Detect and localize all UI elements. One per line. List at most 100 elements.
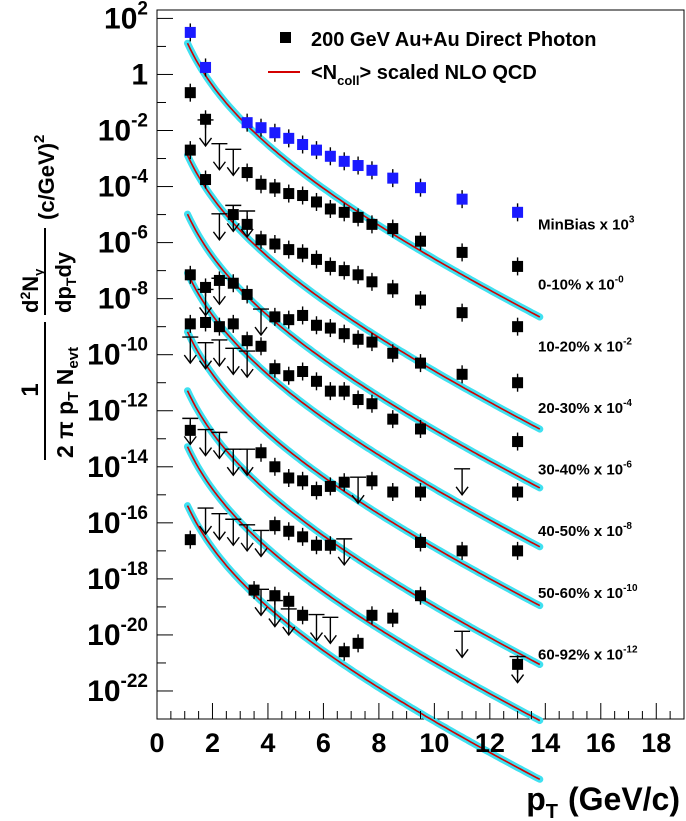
data-point-4-3 [227, 318, 239, 330]
nlo-curve-5 [186, 390, 541, 666]
data-point-1-11 [366, 218, 378, 230]
upper-limit-arrow-6-5 [336, 538, 353, 567]
data-point-7-0 [248, 584, 260, 596]
upper-limit-arrow-1-2 [225, 148, 242, 177]
data-point-6-4 [310, 539, 322, 551]
legend-label-nlo: <Ncoll> scaled NLO QCD [311, 62, 537, 88]
data-point-5-10 [415, 486, 426, 498]
data-point-0-13 [415, 182, 426, 194]
data-point-5-1 [255, 447, 267, 459]
data-point-4-5 [255, 340, 267, 352]
data-point-1-10 [352, 211, 364, 223]
nlo-bands [184, 39, 544, 783]
y-tick-label-8: 10-14 [87, 447, 148, 484]
data-point-2-3 [241, 218, 253, 230]
nlo-curve-6 [186, 446, 541, 722]
y-tick-label-12: 10-22 [87, 671, 148, 708]
data-point-0-9 [338, 155, 350, 167]
data-point-1-5 [283, 188, 295, 200]
data-point-4-4 [241, 335, 253, 347]
legend-marker-symbol [280, 32, 291, 43]
upper-limit-arrow-6-0 [197, 507, 214, 536]
x-tick-label-5: 10 [419, 728, 449, 758]
y-tick-label-2: 10-2 [98, 111, 148, 148]
data-point-6-5 [324, 539, 336, 551]
data-point-1-0 [184, 87, 196, 99]
data-point-4-0 [184, 318, 196, 330]
data-point-2-11 [352, 269, 364, 281]
series-label-6: 50-60% x 10-10 [538, 583, 638, 602]
data-point-1-13 [415, 235, 426, 247]
data-point-3-9 [324, 322, 336, 334]
data-point-3-11 [352, 333, 364, 345]
data-point-7-2 [283, 595, 295, 607]
upper-limit-arrow-6-2 [225, 518, 242, 547]
data-point-1-14 [456, 246, 468, 258]
data-point-2-7 [297, 247, 309, 259]
data-point-3-10 [338, 328, 350, 340]
data-point-0-12 [387, 172, 399, 184]
data-point-3-0 [184, 269, 196, 281]
data-point-0-4 [269, 127, 281, 139]
upper-limit-arrow-1-1 [211, 143, 228, 171]
ylabel-prefix: 1 [17, 383, 44, 396]
data-point-1-6 [297, 190, 309, 202]
upper-limit-arrow-5-5 [350, 476, 367, 505]
data-point-4-14 [387, 413, 399, 425]
data-point-5-8 [366, 475, 378, 487]
x-tick-label-0: 0 [149, 728, 164, 758]
upper-limit-arrow-5-6 [454, 468, 471, 496]
data-point-6-0 [184, 534, 196, 546]
data-point-3-13 [387, 347, 399, 359]
data-point-4-7 [283, 370, 295, 382]
data-point-7-4 [338, 646, 350, 658]
data-point-2-2 [227, 209, 239, 221]
data-point-2-9 [324, 260, 336, 272]
upper-limit-arrow-4-4 [239, 350, 256, 379]
data-point-3-7 [297, 309, 309, 321]
data-point-4-13 [366, 398, 378, 410]
data-point-3-1 [200, 281, 212, 293]
data-point-0-14 [456, 193, 468, 205]
data-point-1-1 [200, 113, 212, 125]
upper-limit-arrow-7-3 [308, 613, 325, 642]
data-point-2-16 [512, 321, 524, 333]
data-point-2-0 [184, 144, 196, 156]
series-label-4: 30-40% x 10-6 [538, 460, 632, 479]
ylabel-unit: (c/GeV)2 [31, 135, 59, 220]
data-point-6-6 [415, 536, 426, 548]
upper-limit-arrow-4-0 [182, 336, 199, 365]
data-markers [184, 26, 524, 670]
x-tick-label-9: 18 [641, 728, 671, 758]
data-point-2-1 [200, 174, 212, 186]
x-tick-label-4: 8 [371, 728, 386, 758]
ylabel-numerator: d2Nγ [17, 268, 46, 313]
x-tick-label-2: 4 [260, 728, 275, 758]
upper-limit-arrow-3-2 [253, 308, 270, 337]
y-tick-label-7: 10-12 [87, 391, 148, 428]
series-label-2: 10-20% x 10-2 [538, 336, 632, 355]
nlo-curve-7 [186, 505, 541, 781]
series-label-0: MinBias x 103 [538, 214, 635, 233]
data-point-2-13 [387, 283, 399, 295]
data-point-6-1 [269, 520, 281, 532]
data-point-7-7 [387, 612, 399, 624]
data-point-0-6 [297, 139, 309, 151]
data-point-0-11 [366, 164, 378, 176]
upper-limit-arrow-5-3 [225, 448, 242, 477]
data-point-4-15 [415, 423, 426, 435]
data-point-3-2 [213, 274, 225, 286]
data-point-5-0 [184, 424, 196, 436]
data-point-3-5 [269, 311, 281, 323]
data-point-4-8 [297, 366, 309, 378]
upper-limit-arrow-6-1 [211, 512, 228, 541]
data-point-3-8 [310, 319, 322, 331]
data-point-3-4 [241, 288, 253, 300]
x-tick-label-3: 6 [316, 728, 331, 758]
series-label-5: 40-50% x 10-8 [538, 521, 632, 540]
y-tick-label-9: 10-16 [87, 503, 148, 540]
upper-limit-arrow-5-1 [197, 428, 214, 457]
y-tick-label-3: 10-4 [98, 167, 149, 204]
data-point-5-3 [283, 472, 295, 484]
